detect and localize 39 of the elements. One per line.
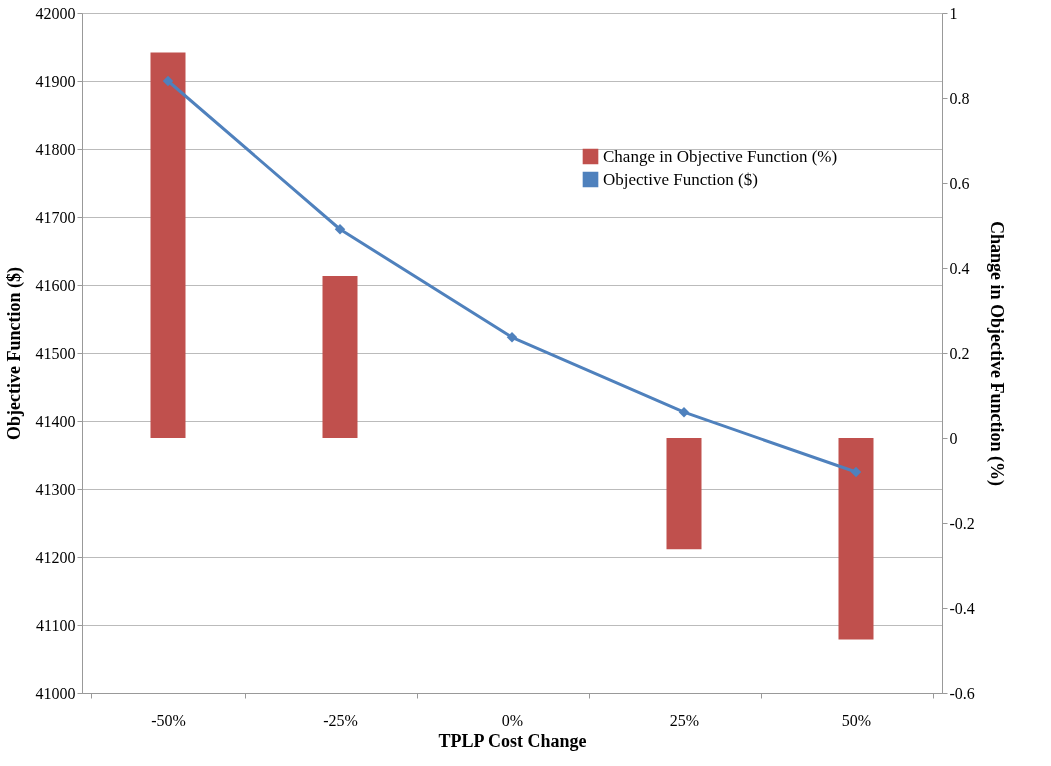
x-tick-label: -50% xyxy=(151,711,186,729)
y2-tick-label: -0.2 xyxy=(949,514,975,532)
y2-tick-label: 1 xyxy=(949,4,958,22)
legend-label: Objective Function ($) xyxy=(603,169,758,189)
point xyxy=(678,406,690,418)
y-tick-label: 41700 xyxy=(35,208,76,226)
y2-tick-label: 0.6 xyxy=(949,174,970,192)
y-tick-label: 41900 xyxy=(35,72,76,90)
point xyxy=(162,75,174,87)
x-axis-title: TPLP Cost Change xyxy=(438,730,587,751)
y2-tick-label: -0.4 xyxy=(949,599,975,617)
y-axis-title: Objective Function ($) xyxy=(3,267,25,440)
bar xyxy=(322,276,358,438)
y-tick-label: 41400 xyxy=(35,412,76,430)
y-tick-label: 41600 xyxy=(35,276,76,294)
x-tick-label: 25% xyxy=(669,711,700,729)
y-tick-label: 41000 xyxy=(35,684,76,702)
y2-axis-title: Change in Objective Function (%) xyxy=(985,221,1007,486)
point xyxy=(850,466,862,478)
y2-tick-label: 0.8 xyxy=(949,89,970,107)
x-tick-label: 0% xyxy=(501,711,524,729)
y-tick-label: 41100 xyxy=(36,616,76,634)
y2-tick-label: 0 xyxy=(949,429,958,447)
bar xyxy=(666,438,702,550)
point xyxy=(334,224,346,235)
y2-tick-label: -0.6 xyxy=(949,684,975,702)
bar xyxy=(838,438,874,640)
y-tick-label: 42000 xyxy=(35,4,76,22)
y2-tick-label: 0.4 xyxy=(949,259,970,277)
legend-label: Change in Objective Function (%) xyxy=(603,146,838,166)
y-tick-label: 41500 xyxy=(35,344,76,362)
bar xyxy=(150,52,186,438)
x-tick-label: 50% xyxy=(841,711,872,729)
y-tick-label: 41200 xyxy=(35,548,76,566)
x-tick-label: -25% xyxy=(323,711,358,729)
y2-tick-label: 0.2 xyxy=(949,344,970,362)
y-tick-label: 41300 xyxy=(35,480,76,498)
y-tick-label: 41800 xyxy=(35,140,76,158)
point xyxy=(506,332,518,343)
